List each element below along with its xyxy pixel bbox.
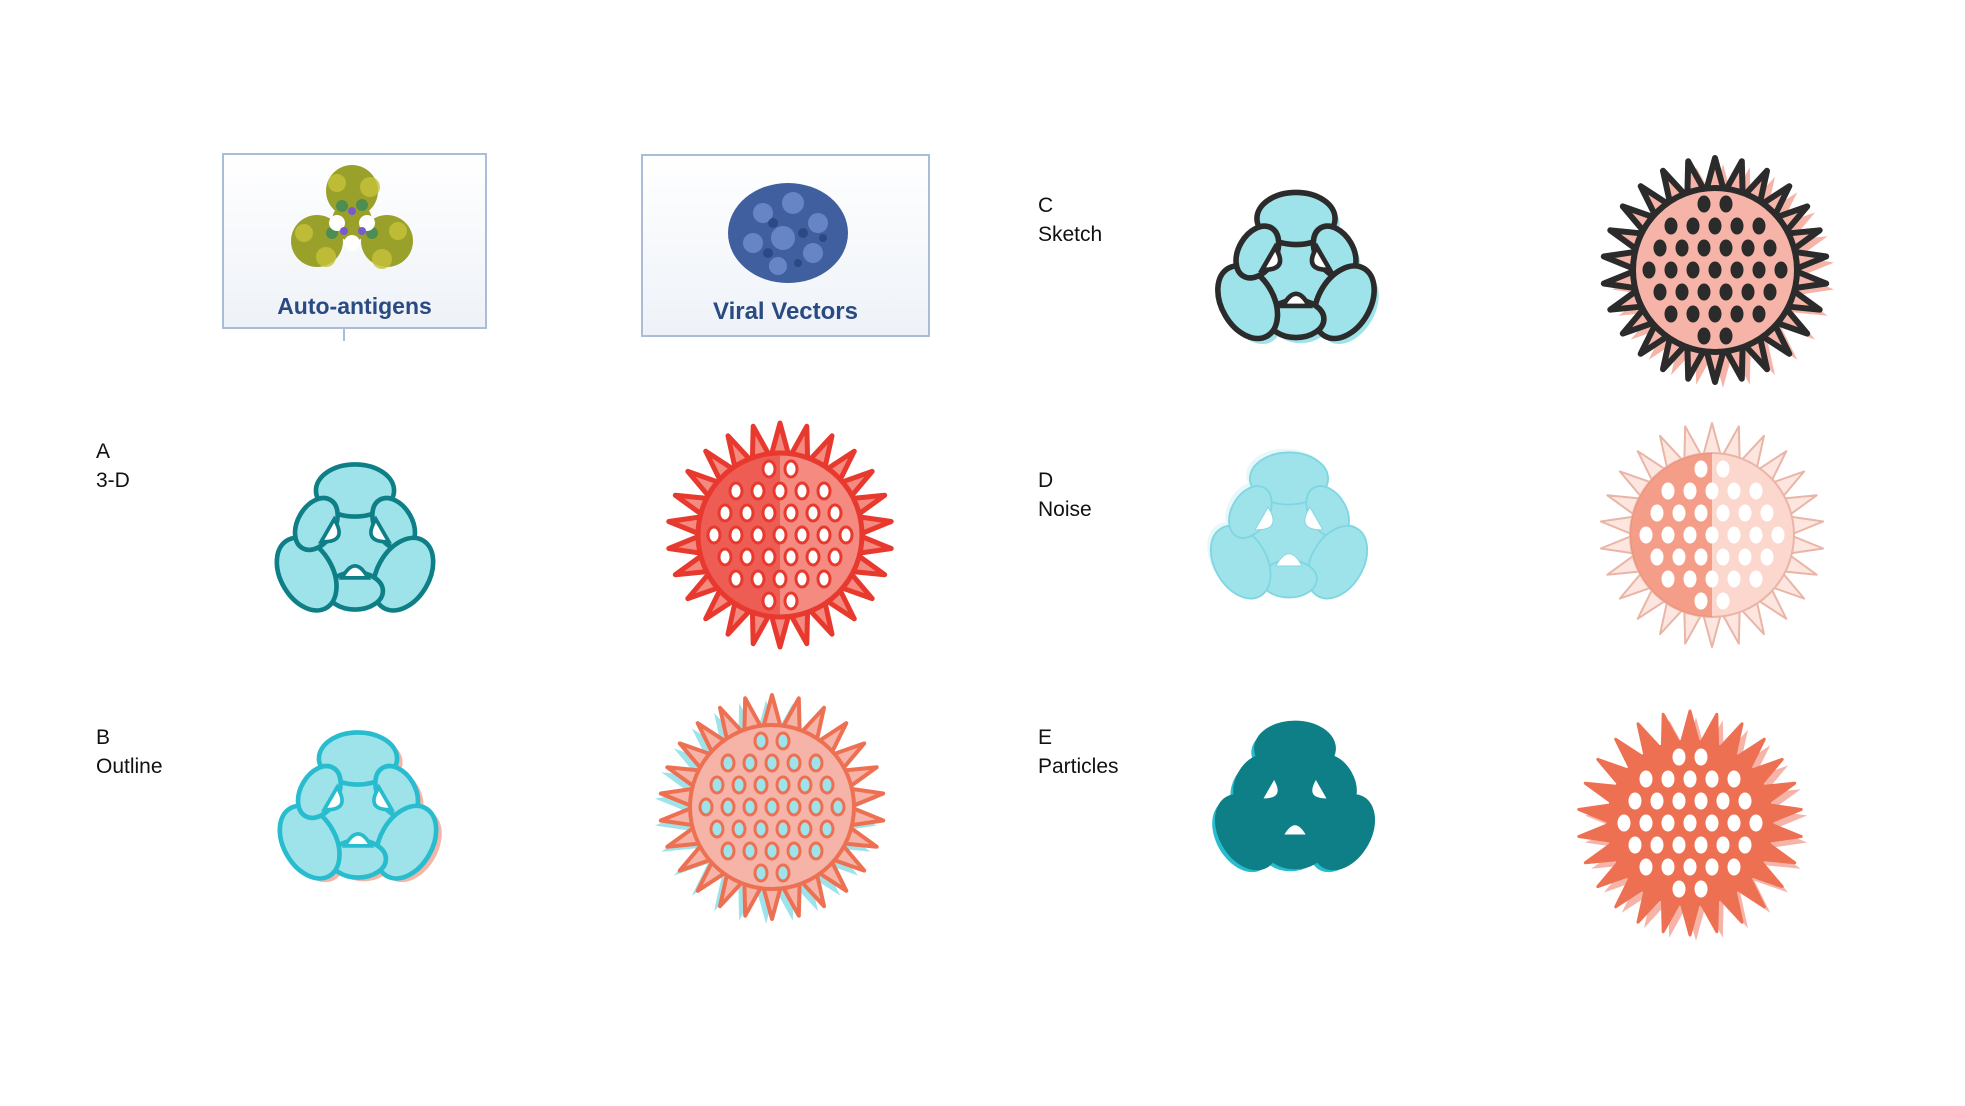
- style-letter: D: [1038, 469, 1054, 492]
- auto-antigens-card: Auto-antigens: [222, 153, 487, 329]
- style-letter: C: [1038, 194, 1054, 217]
- virus-sketch-illustration: [1600, 155, 1835, 388]
- style-label-d: D Noise: [1038, 466, 1092, 524]
- style-label-c: C Sketch: [1038, 191, 1102, 249]
- style-letter: B: [96, 726, 111, 749]
- virus-outline-illustration: [654, 693, 886, 924]
- style-letter: E: [1038, 726, 1053, 749]
- style-name: Sketch: [1038, 223, 1103, 246]
- style-name: 3-D: [96, 469, 130, 492]
- style-name: Outline: [96, 755, 163, 778]
- antigen-outline-illustration: [277, 730, 442, 883]
- viral-vectors-card: Viral Vectors: [641, 154, 930, 337]
- style-label-b: B Outline: [96, 723, 163, 781]
- virus-noise-illustration: [1599, 422, 1825, 648]
- antigen-3d-illustration: [274, 462, 436, 613]
- virus-particles-illustration: [1577, 709, 1808, 941]
- antigen-particles-illustration: [1212, 720, 1376, 873]
- style-label-a: A 3-D: [96, 437, 130, 495]
- antigen-noise-illustration: [1207, 448, 1369, 600]
- card-connector: [343, 329, 345, 341]
- virus-3d-illustration: [666, 420, 894, 650]
- antigen-sketch-illustration: [1215, 189, 1379, 345]
- style-name: Noise: [1038, 498, 1092, 521]
- virus-structure-icon: [728, 183, 848, 283]
- auto-antigens-caption: Auto-antigens: [277, 293, 432, 319]
- style-letter: A: [96, 440, 111, 463]
- protein-structure-icon: [291, 165, 413, 269]
- style-label-e: E Particles: [1038, 723, 1119, 781]
- viral-vectors-caption: Viral Vectors: [713, 298, 858, 325]
- style-name: Particles: [1038, 755, 1119, 778]
